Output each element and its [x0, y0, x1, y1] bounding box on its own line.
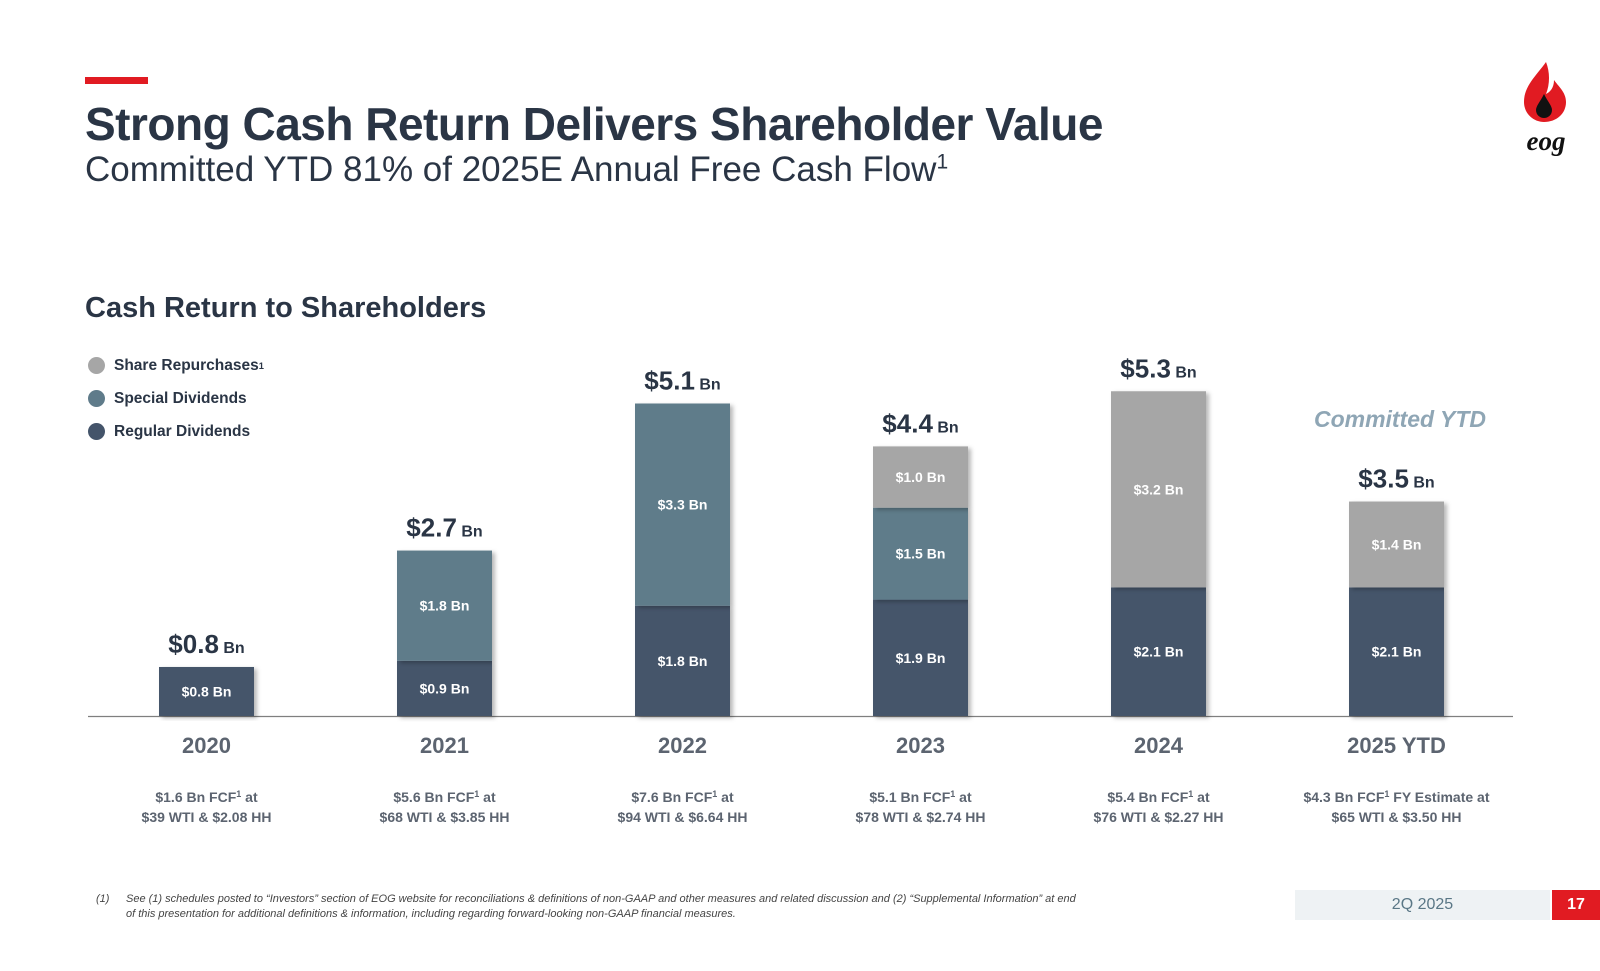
bar-segment [159, 666, 254, 716]
legend-swatch [88, 390, 105, 407]
bar-segment-label: $0.9 Bn [420, 680, 470, 696]
bar-segment-label: $1.4 Bn [1372, 536, 1422, 552]
bar-segment [397, 660, 492, 716]
bar-segment-label: $1.0 Bn [896, 469, 946, 485]
bar-segment [873, 599, 968, 716]
x-tick-label: 2023 [896, 733, 945, 758]
x-tick-label: 2021 [420, 733, 469, 758]
legend-label: Share Repurchases [114, 356, 259, 374]
bar-segment-label: $3.3 Bn [658, 497, 708, 513]
bar-segment [635, 605, 730, 716]
legend-label: Regular Dividends [114, 422, 251, 440]
bar-segment-label: $0.8 Bn [182, 683, 232, 699]
fcf-note-line2: $94 WTI & $6.64 HH [618, 809, 748, 825]
bar-segment [873, 507, 968, 600]
legend-item-share-repurchases: Share Repurchases 1 [88, 349, 264, 382]
bar-segment-label: $2.1 Bn [1134, 644, 1184, 660]
fcf-note-line1: $1.6 Bn FCF1 at [155, 789, 258, 805]
fcf-note-line1: $5.1 Bn FCF1 at [869, 789, 972, 805]
x-tick-label: 2024 [1134, 733, 1184, 758]
footnote: (1) See (1) schedules posted to “Investo… [96, 892, 1086, 922]
quarter-label: 2Q 2025 [1295, 890, 1550, 920]
bar-total-label: $3.5 Bn [1358, 464, 1434, 494]
footnote-text: See (1) schedules posted to “Investors” … [126, 893, 1076, 920]
title-accent-bar [85, 77, 148, 84]
bar-segment-label: $1.5 Bn [896, 546, 946, 562]
fcf-note-line2: $76 WTI & $2.27 HH [1094, 809, 1224, 825]
subtitle-text: Committed YTD 81% of 2025E Annual Free C… [85, 150, 937, 189]
bar-total-label: $5.3 Bn [1120, 353, 1196, 383]
page-number: 17 [1552, 890, 1600, 920]
bar-segment [1111, 587, 1206, 716]
legend-item-regular-dividends: Regular Dividends [88, 415, 264, 448]
subtitle-footnote-marker: 1 [936, 150, 949, 174]
bar-segment-label: $1.8 Bn [420, 598, 470, 614]
eog-logo: eog [1524, 62, 1566, 156]
x-tick-label: 2020 [182, 733, 231, 758]
bar-total-label: $0.8 Bn [168, 629, 244, 659]
chart-section-title: Cash Return to Shareholders [85, 292, 487, 324]
flame-icon [1524, 62, 1566, 122]
fcf-note-line1: $4.3 Bn FCF1 FY Estimate at [1303, 789, 1489, 805]
legend-swatch [88, 357, 105, 374]
bar-segment-label: $1.8 Bn [658, 653, 708, 669]
page-subtitle: Committed YTD 81% of 2025E Annual Free C… [85, 150, 948, 190]
bar-segment [397, 550, 492, 661]
fcf-note-line1: $5.4 Bn FCF1 at [1107, 789, 1210, 805]
bar-segment [635, 403, 730, 606]
x-tick-label: 2025 YTD [1347, 733, 1446, 758]
committed-ytd-annotation: Committed YTD [1313, 406, 1487, 432]
bar-segment [873, 446, 968, 508]
bar-segment-label: $2.1 Bn [1372, 644, 1422, 660]
x-tick-label: 2022 [658, 733, 707, 758]
bar-segment [1349, 587, 1444, 716]
bar-segment [1349, 501, 1444, 588]
bar-total-label: $4.4 Bn [882, 408, 958, 438]
bar-segment [1111, 391, 1206, 588]
page-title: Strong Cash Return Delivers Shareholder … [85, 98, 1103, 150]
bar-total-label: $2.7 Bn [406, 513, 482, 543]
legend-item-special-dividends: Special Dividends [88, 382, 264, 415]
legend-label: Special Dividends [114, 389, 247, 407]
legend-swatch [88, 423, 105, 440]
fcf-note-line1: $7.6 Bn FCF1 at [631, 789, 734, 805]
bar-segment-label: $3.2 Bn [1134, 481, 1184, 497]
fcf-note-line2: $68 WTI & $3.85 HH [380, 809, 510, 825]
bar-segment-label: $1.9 Bn [896, 650, 946, 666]
fcf-note-line2: $78 WTI & $2.74 HH [856, 809, 986, 825]
fcf-note-line2: $65 WTI & $3.50 HH [1332, 809, 1462, 825]
drop-icon [1536, 94, 1552, 118]
chart-legend: Share Repurchases 1 Special Dividends Reg… [88, 349, 264, 448]
fcf-note-line2: $39 WTI & $2.08 HH [142, 809, 272, 825]
bar-total-label: $5.1 Bn [644, 366, 720, 396]
logo-wordmark: eog [1527, 126, 1566, 156]
fcf-note-line1: $5.6 Bn FCF1 at [393, 789, 496, 805]
footnote-number: (1) [96, 893, 110, 905]
